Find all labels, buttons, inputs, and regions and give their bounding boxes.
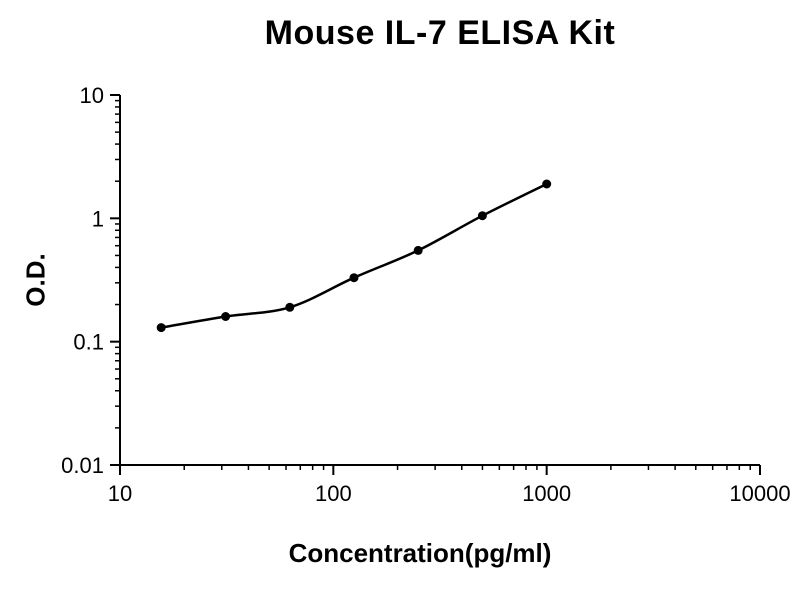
standard-curve-line [160, 182, 548, 329]
data-point [413, 245, 423, 255]
data-point [349, 273, 359, 283]
x-tick-label: 10000 [729, 481, 790, 506]
data-point [542, 179, 552, 189]
chart-title: Mouse IL-7 ELISA Kit [264, 14, 616, 52]
y-tick-label: 0.1 [73, 330, 104, 355]
data-point [285, 302, 295, 312]
y-tick-label: 1 [92, 206, 104, 231]
y-tick-label: 0.01 [61, 453, 104, 478]
data-point [477, 211, 487, 221]
data-point [156, 323, 166, 333]
x-tick-label: 100 [315, 481, 352, 506]
x-axis-label: Concentration(pg/ml) [288, 538, 552, 568]
data-point [221, 312, 231, 321]
x-tick-label: 10 [108, 481, 132, 506]
x-tick-label: 1000 [522, 481, 571, 506]
y-tick-label: 10 [80, 83, 104, 108]
